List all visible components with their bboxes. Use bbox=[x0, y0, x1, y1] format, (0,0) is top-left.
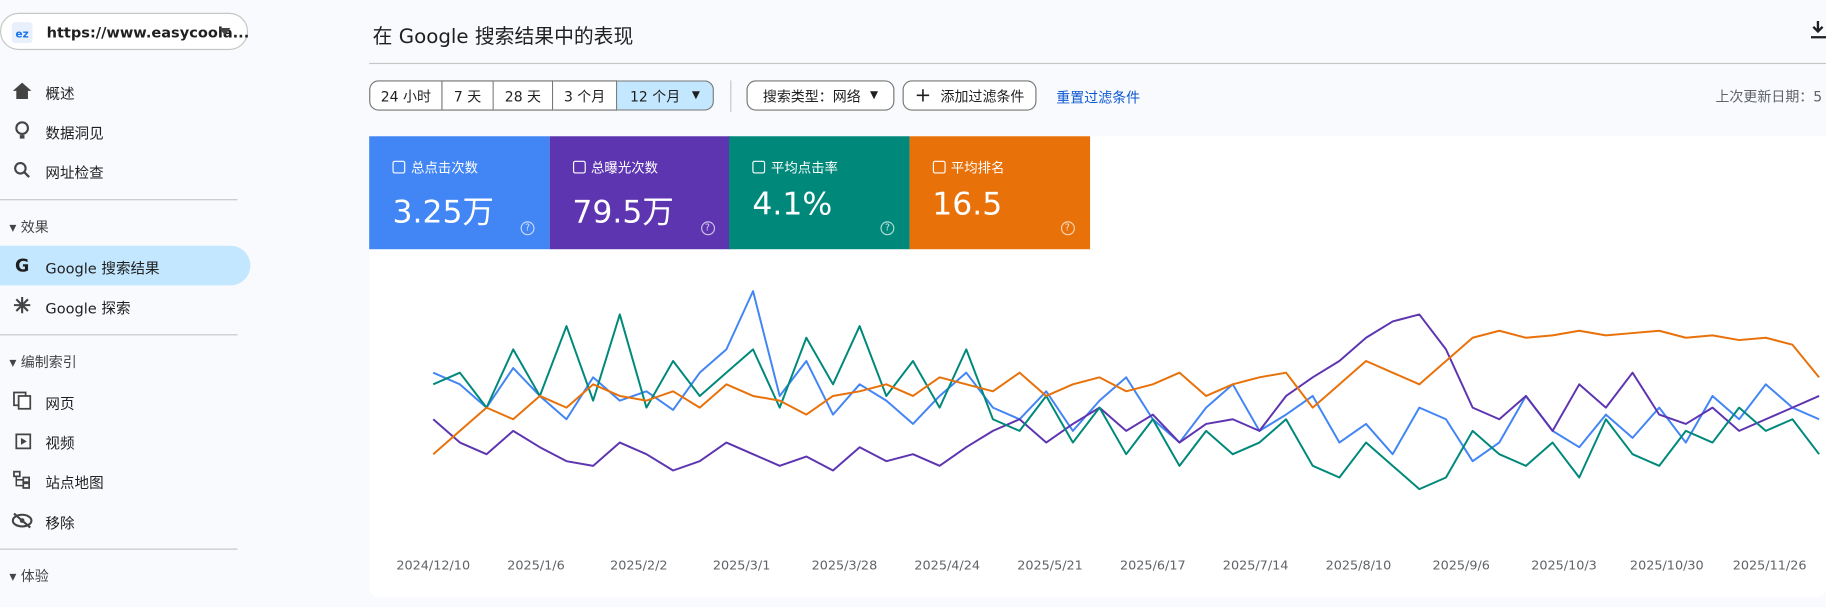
date-range-button[interactable]: 3 个月 bbox=[553, 80, 618, 111]
metric-value: 3.25万 bbox=[392, 194, 494, 231]
divider bbox=[0, 334, 238, 336]
divider bbox=[730, 80, 732, 112]
metric-card[interactable]: 总曝光次数 79.5万? bbox=[549, 136, 730, 250]
nav-label: 视频 bbox=[45, 434, 75, 452]
nav-label: 站点地图 bbox=[45, 473, 104, 492]
help-icon[interactable]: ? bbox=[880, 221, 895, 236]
nav-item[interactable]: Google 探索 bbox=[0, 285, 250, 325]
metric-label: 平均排名 bbox=[950, 159, 1005, 176]
nav-item[interactable]: 网址检查 bbox=[0, 150, 250, 190]
nav-label: Google 搜索结果 bbox=[45, 259, 160, 278]
button-label: 28 天 bbox=[504, 87, 542, 105]
button-label: 24 小时 bbox=[380, 87, 431, 105]
checkbox[interactable] bbox=[752, 160, 766, 174]
button-label: 添加过滤条件 bbox=[940, 87, 1025, 105]
series-line bbox=[432, 313, 1820, 472]
section-label: 编制索引 bbox=[20, 354, 77, 371]
x-tick-label: 2025/6/17 bbox=[1120, 558, 1186, 573]
series-line bbox=[432, 290, 1820, 463]
metric-card[interactable]: 总点击次数 3.25万? bbox=[369, 136, 550, 250]
divider bbox=[0, 548, 238, 550]
date-range-button[interactable]: 28 天 bbox=[493, 80, 554, 111]
button-label: 7 天 bbox=[453, 87, 482, 105]
nav-item[interactable]: 移除 bbox=[0, 501, 250, 541]
help-icon[interactable]: ? bbox=[700, 221, 715, 236]
svg-text:ez: ez bbox=[16, 28, 29, 40]
checkbox[interactable] bbox=[932, 160, 946, 174]
site-icon: ez bbox=[11, 22, 33, 44]
x-tick-label: 2025/4/24 bbox=[914, 558, 980, 573]
metric-label: 总点击次数 bbox=[411, 159, 479, 176]
reset-filter-link[interactable]: 重置过滤条件 bbox=[1056, 89, 1141, 106]
nav-section[interactable]: ▾ 效果 bbox=[9, 218, 49, 236]
metric-card[interactable]: 平均排名 16.5? bbox=[908, 136, 1090, 250]
metric-value: 16.5 bbox=[932, 186, 1003, 223]
nav-label: 移除 bbox=[45, 514, 75, 533]
date-range-button[interactable]: 12 个月 ▼ bbox=[617, 80, 714, 111]
nav-label: Google 探索 bbox=[45, 299, 131, 317]
metric-card[interactable]: 平均点击率 4.1%? bbox=[729, 136, 910, 250]
download-icon[interactable] bbox=[1810, 20, 1826, 40]
property-selector[interactable]: ez https://www.easycoola... bbox=[0, 12, 250, 51]
help-icon[interactable]: ? bbox=[520, 221, 535, 236]
x-tick-label: 2025/10/30 bbox=[1630, 558, 1704, 573]
x-tick-label: 2025/5/21 bbox=[1017, 558, 1083, 573]
button-label: 12 个月 bbox=[630, 87, 681, 105]
x-tick-label: 2025/9/6 bbox=[1432, 558, 1489, 573]
button-label: 3 个月 bbox=[563, 87, 606, 105]
x-tick-label: 2025/2/2 bbox=[610, 558, 667, 573]
nav-item[interactable]: 视频 bbox=[0, 420, 250, 460]
checkbox[interactable] bbox=[392, 160, 406, 174]
dropdown-arrow bbox=[218, 27, 231, 35]
nav-section[interactable]: ▾ 体验 bbox=[9, 568, 49, 585]
section-label: 效果 bbox=[20, 218, 49, 236]
metric-value: 79.5万 bbox=[572, 194, 674, 231]
nav-label: 数据洞见 bbox=[45, 124, 104, 143]
nav-item[interactable]: G Google 搜索结果 bbox=[0, 245, 251, 286]
x-tick-label: 2024/12/10 bbox=[396, 558, 470, 573]
dropdown-arrow: ▼ bbox=[691, 89, 700, 102]
chart: 2024/12/10 2025/1/6 2025/2/2 2025/3/1 2025/3… bbox=[396, 290, 1820, 573]
nav-item[interactable]: 站点地图 bbox=[0, 460, 250, 500]
x-tick-label: 2025/3/28 bbox=[812, 558, 878, 573]
button-label: 搜索类型：网络 bbox=[762, 87, 861, 105]
x-tick-label: 2025/8/10 bbox=[1326, 558, 1392, 573]
series-line bbox=[432, 313, 1820, 491]
page-title: 在 Google 搜索结果中的表现 bbox=[372, 25, 634, 49]
nav-item[interactable]: 概述 bbox=[0, 71, 250, 111]
nav-item[interactable]: 数据洞见 bbox=[0, 111, 250, 151]
metric-label: 总曝光次数 bbox=[591, 159, 658, 176]
metric-value: 4.1% bbox=[752, 186, 833, 223]
divider bbox=[369, 62, 1826, 65]
help-icon[interactable]: ? bbox=[1060, 221, 1075, 236]
x-tick-label: 2025/10/3 bbox=[1531, 558, 1597, 573]
series-line bbox=[432, 329, 1820, 455]
add-filter-button[interactable]: + 添加过滤条件 bbox=[902, 80, 1037, 111]
search-type-button[interactable]: 搜索类型：网络 ▼ bbox=[746, 80, 895, 111]
nav-label: 网址检查 bbox=[45, 164, 104, 182]
nav-section[interactable]: ▾ 编制索引 bbox=[9, 354, 77, 371]
x-tick-label: 2025/3/1 bbox=[713, 558, 770, 573]
section-label: 体验 bbox=[20, 568, 49, 585]
date-range-button[interactable]: 24 小时 bbox=[369, 80, 443, 111]
x-tick-label: 2025/1/6 bbox=[507, 558, 564, 573]
nav-label: 概述 bbox=[45, 85, 75, 103]
x-tick-label: 2025/7/14 bbox=[1223, 558, 1289, 573]
divider bbox=[0, 199, 238, 201]
site-url: https://www.easycoola... bbox=[46, 23, 250, 41]
nav-label: 网页 bbox=[45, 394, 75, 413]
checkbox[interactable] bbox=[572, 160, 586, 174]
x-tick-label: 2025/11/26 bbox=[1733, 558, 1807, 573]
metric-label: 平均点击率 bbox=[770, 159, 838, 176]
nav-item[interactable]: 网页 bbox=[0, 381, 250, 421]
date-range-button[interactable]: 7 天 bbox=[442, 80, 494, 111]
svg-text:G: G bbox=[15, 256, 29, 274]
last-updated: 上次更新日期：5 bbox=[1715, 88, 1823, 105]
